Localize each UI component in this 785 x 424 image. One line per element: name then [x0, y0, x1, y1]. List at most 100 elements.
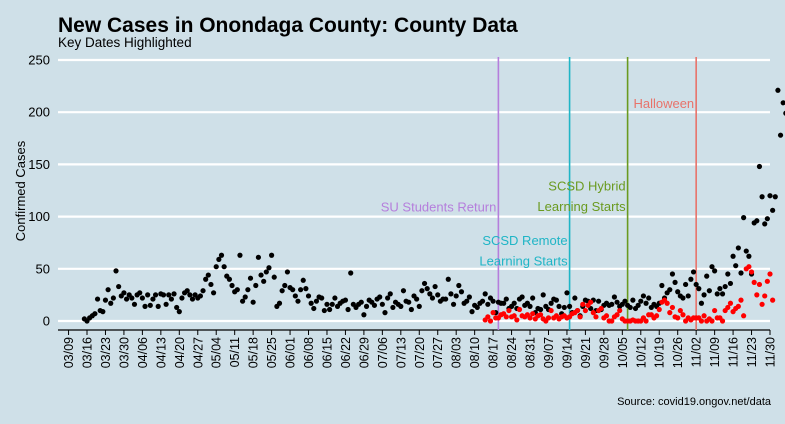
data-point [247, 275, 254, 281]
data-point [485, 314, 491, 320]
data-point [329, 301, 335, 307]
data-point [129, 295, 135, 301]
data-point [698, 300, 705, 306]
data-point [398, 303, 404, 309]
x-tick-label: 11/09 [708, 337, 722, 367]
data-point [131, 301, 138, 307]
data-point [741, 313, 747, 319]
x-tick-label: 11/02 [690, 337, 704, 367]
data-point [242, 294, 248, 300]
data-point [738, 270, 744, 276]
data-point [176, 309, 182, 315]
data-point [759, 301, 765, 307]
data-point [654, 313, 660, 319]
event-label-line: Halloween [633, 96, 694, 111]
data-point [717, 286, 723, 292]
data-point [466, 294, 472, 300]
data-point [764, 216, 770, 222]
data-point [155, 303, 161, 309]
x-tick-label: 11/16 [727, 337, 741, 367]
data-point [432, 283, 438, 290]
data-point [709, 318, 715, 324]
data-point [564, 290, 570, 296]
data-point [298, 287, 304, 293]
data-point [556, 303, 562, 309]
data-point [746, 264, 752, 270]
data-point [738, 297, 744, 303]
data-point [677, 307, 683, 314]
data-point [385, 295, 391, 301]
data-point [210, 290, 217, 296]
x-tick-label: 04/20 [173, 337, 187, 368]
data-point [145, 292, 151, 298]
x-tick-label: 10/05 [616, 337, 630, 368]
data-point [108, 300, 114, 306]
data-point [577, 314, 583, 320]
data-point [582, 307, 589, 314]
data-point [553, 297, 560, 303]
data-point [672, 279, 678, 285]
x-tick-label: 03/23 [99, 337, 113, 368]
data-point [572, 295, 578, 301]
data-point [482, 291, 488, 297]
data-point [221, 264, 227, 270]
data-point [727, 300, 734, 306]
data-point [218, 252, 225, 258]
data-point [617, 307, 623, 314]
x-tick-label: 06/22 [339, 337, 353, 368]
data-point [327, 306, 333, 313]
data-point [630, 297, 636, 303]
data-point [255, 254, 262, 260]
data-point [319, 295, 325, 301]
data-point [701, 313, 707, 319]
x-tick-label: 06/15 [320, 337, 334, 368]
data-point [714, 291, 720, 297]
data-point [643, 300, 649, 306]
data-point [685, 293, 691, 299]
data-point [725, 304, 731, 311]
data-point [416, 303, 422, 309]
x-tick-label: 08/10 [468, 337, 482, 368]
data-point [603, 313, 610, 319]
x-tick-label: 05/04 [210, 337, 224, 368]
data-point [780, 100, 785, 106]
data-point [514, 317, 520, 323]
data-point [762, 221, 768, 227]
data-point [635, 302, 641, 308]
data-point [701, 292, 707, 298]
data-point [667, 310, 673, 316]
data-point [680, 295, 686, 301]
y-tick-label: 200 [28, 105, 50, 120]
data-point [427, 291, 433, 297]
data-point [100, 309, 106, 315]
data-point [490, 298, 496, 304]
data-point [656, 306, 662, 313]
x-tick-label: 10/19 [653, 337, 667, 368]
data-point [250, 299, 256, 305]
data-point [377, 294, 383, 300]
data-point [598, 305, 604, 312]
data-point [680, 312, 686, 318]
data-point [741, 215, 747, 221]
x-tick-label: 06/29 [357, 337, 371, 368]
data-point [414, 296, 420, 302]
data-point [276, 300, 283, 306]
data-point [308, 300, 314, 306]
event-label: SU Students Return [381, 199, 497, 214]
data-point [754, 292, 760, 298]
data-point [258, 272, 264, 278]
x-tick-label: 03/09 [62, 337, 76, 368]
data-point [137, 290, 143, 296]
data-point [406, 299, 412, 305]
x-tick-label: 08/24 [505, 337, 519, 368]
data-point [160, 292, 167, 298]
data-point [382, 310, 388, 316]
x-tick-label: 05/25 [265, 337, 279, 368]
data-point [593, 314, 599, 320]
data-point [123, 296, 130, 302]
x-tick-label: 10/12 [634, 337, 648, 368]
data-point [537, 312, 544, 318]
data-point [324, 301, 330, 307]
data-point [704, 273, 710, 279]
data-point [311, 305, 317, 312]
